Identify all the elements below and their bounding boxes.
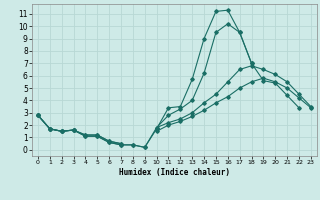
X-axis label: Humidex (Indice chaleur): Humidex (Indice chaleur) [119, 168, 230, 177]
